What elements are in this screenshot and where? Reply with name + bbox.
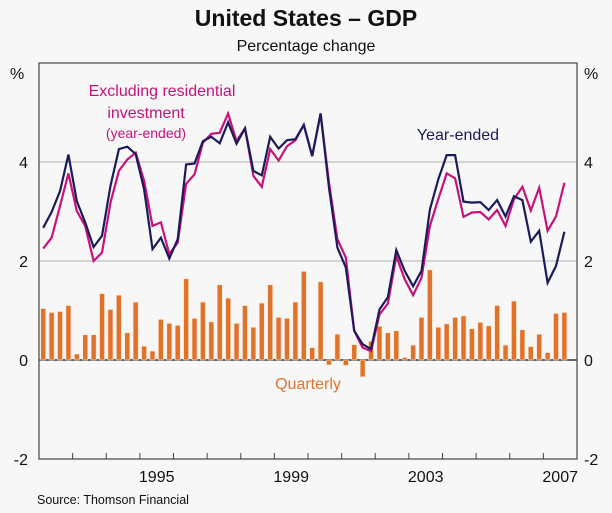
bar (300, 271, 307, 361)
bar (74, 353, 80, 361)
x-tick-label: 2003 (408, 469, 444, 486)
bar (443, 323, 450, 361)
bar (511, 300, 517, 361)
legend-year-ended: Year-ended (417, 127, 499, 144)
bar (292, 301, 299, 361)
bar (536, 333, 542, 361)
bar (351, 344, 358, 361)
bar (485, 325, 492, 361)
chart-title: United States – GDP (195, 5, 417, 31)
bar (174, 325, 181, 361)
bar (82, 334, 89, 361)
x-ticks: 1995 1999 2003 2007 (72, 453, 578, 486)
bar (435, 327, 442, 361)
bar (317, 281, 324, 361)
bar (267, 284, 273, 361)
bar (309, 347, 316, 361)
x-tick-label: 1995 (139, 469, 175, 486)
bar (216, 284, 223, 361)
bar (284, 318, 290, 361)
y-tick-label-right: 4 (584, 155, 593, 172)
bar (191, 318, 198, 361)
legend-excl-line3: (year-ended) (106, 125, 186, 141)
bar (494, 305, 500, 361)
bar (250, 327, 257, 361)
y-tick-labels: -2 -2 0 0 2 2 4 4 (14, 155, 599, 469)
bar (502, 344, 509, 361)
bar (90, 334, 97, 361)
legend-excl-line2: investment (107, 105, 185, 122)
bar (40, 308, 47, 361)
y-tick-label-left: 2 (19, 254, 28, 271)
bar (553, 313, 559, 361)
bar (48, 312, 55, 361)
x-tick-label: 2007 (542, 469, 578, 486)
bar (477, 322, 484, 361)
bar (57, 311, 63, 361)
bar (132, 301, 139, 361)
x-tick-label: 1999 (273, 469, 309, 486)
bar (208, 321, 215, 361)
bar (225, 297, 231, 361)
y-tick-label-left: 0 (19, 353, 28, 370)
bar (460, 315, 467, 361)
source-note: Source: Thomson Financial (37, 493, 189, 507)
bar (166, 323, 173, 361)
y-tick-label-right: -2 (584, 452, 598, 469)
bar (452, 317, 458, 361)
bar (359, 359, 366, 378)
bar (124, 332, 131, 361)
bar (275, 317, 282, 361)
bar (242, 305, 248, 361)
bar (158, 319, 164, 361)
bar (393, 330, 400, 361)
year-ended-line (42, 113, 566, 351)
bar (544, 352, 551, 361)
y-tick-label-right: 0 (584, 353, 593, 370)
y-unit-right: % (584, 66, 598, 83)
bar (149, 350, 156, 361)
bar (427, 269, 433, 361)
legend-excl-line1: Excluding residential (89, 83, 236, 100)
bar (469, 328, 475, 361)
chart-subtitle: Percentage change (237, 38, 376, 55)
bar (334, 333, 341, 361)
bar (99, 293, 105, 361)
bar (418, 317, 425, 361)
y-tick-label-right: 2 (584, 254, 593, 271)
bar (233, 323, 240, 361)
bar (107, 309, 114, 361)
bar (116, 294, 122, 361)
y-tick-label-left: -2 (14, 452, 28, 469)
bar (65, 305, 72, 361)
bar (200, 301, 206, 361)
quarterly-bars (40, 269, 568, 378)
bar (258, 302, 265, 361)
bar (527, 346, 534, 361)
y-tick-label-left: 4 (19, 155, 28, 172)
legend-quarterly: Quarterly (275, 376, 341, 393)
bar (561, 312, 568, 361)
bar (385, 332, 391, 361)
bar (401, 357, 408, 361)
bar (519, 329, 526, 361)
bar (326, 359, 332, 366)
bar (141, 345, 147, 361)
bar (183, 278, 189, 361)
series-lines (42, 110, 566, 353)
y-unit-left: % (10, 66, 24, 83)
bar (343, 359, 349, 366)
bar (410, 344, 416, 361)
bar (376, 326, 383, 361)
